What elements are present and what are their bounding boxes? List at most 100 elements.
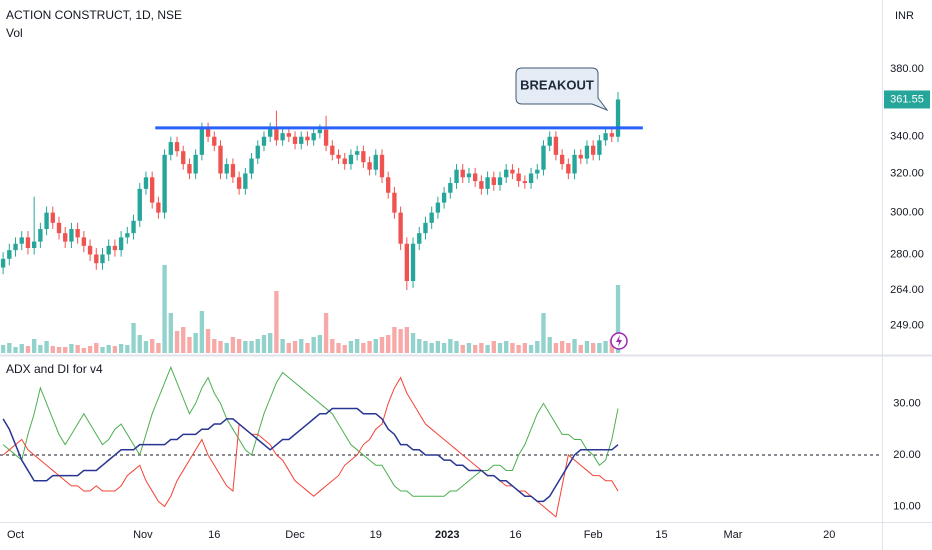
volume-bar <box>230 337 236 353</box>
volume-bar <box>255 339 260 353</box>
dividend-icon[interactable] <box>610 332 628 350</box>
volume-bar <box>187 337 192 353</box>
candle-body <box>44 212 49 230</box>
candle-body <box>547 136 552 146</box>
volume-bar <box>535 341 540 353</box>
currency: INR <box>895 10 914 22</box>
volume-bar <box>423 341 428 353</box>
y-tick-label: 249.00 <box>890 320 924 332</box>
candle-body <box>69 229 74 242</box>
candle-body <box>417 233 422 244</box>
candle-body <box>342 158 347 165</box>
candle-body <box>367 162 372 170</box>
candle-body <box>131 220 136 234</box>
volume-bar <box>553 343 559 353</box>
candle-body <box>118 237 124 251</box>
volume-bar <box>268 333 273 353</box>
volume-bar <box>591 343 596 353</box>
icon-bolt <box>616 335 622 347</box>
candle-body <box>100 254 105 264</box>
candle-body <box>305 136 310 141</box>
volume-bar <box>417 339 422 353</box>
candle-body <box>243 173 248 189</box>
candle-body <box>162 154 167 213</box>
volume-bar <box>472 345 478 353</box>
volume-bar <box>497 343 503 353</box>
candle-body <box>379 154 385 178</box>
volume-bar <box>299 339 304 353</box>
volume-bar <box>25 346 31 353</box>
symbol-title: ACTION CONSTRUCT, 1D, NSE <box>6 8 182 22</box>
x-tick-label: Mar <box>723 529 742 541</box>
candle-body <box>280 133 285 141</box>
candle-body <box>199 127 205 155</box>
candle-body <box>187 164 192 174</box>
candle-body <box>81 237 87 246</box>
volume-bar <box>150 339 155 353</box>
y-tick-label: 30.00 <box>893 397 921 409</box>
candle-body <box>572 154 577 174</box>
last-price-label: 361.55 <box>890 93 924 105</box>
volume-label: Vol <box>6 26 23 40</box>
candle-body <box>181 151 186 165</box>
candle-body <box>491 177 496 185</box>
candle-body <box>454 169 459 184</box>
volume-bar <box>199 311 205 353</box>
candle-body <box>591 145 596 155</box>
volume-bar <box>367 341 372 353</box>
volume-bar <box>236 339 242 353</box>
volume-bar <box>379 337 385 353</box>
candle-body <box>423 222 428 234</box>
volume-bar <box>193 333 198 353</box>
candle-body <box>497 177 503 185</box>
volume-bar <box>547 337 552 353</box>
volume-bar <box>572 339 577 353</box>
volume-bar <box>386 335 391 353</box>
candle-body <box>174 142 180 152</box>
candle-body <box>386 177 391 193</box>
candle-body <box>566 164 571 174</box>
volume-bar <box>603 341 608 353</box>
volume-bar <box>181 327 186 353</box>
candle-body <box>292 136 298 144</box>
candle-body <box>299 136 304 144</box>
y-tick-label: 20.00 <box>893 449 921 461</box>
candle-body <box>398 212 403 244</box>
volume-bar <box>212 339 217 353</box>
candle-body <box>516 173 521 182</box>
volume-bar <box>81 348 87 353</box>
volume-bar <box>584 341 590 353</box>
volume-bar <box>162 265 167 353</box>
candle-body <box>354 151 360 155</box>
volume-bar <box>249 341 254 353</box>
volume-bar <box>261 335 267 353</box>
volume-bar <box>112 346 118 353</box>
y-tick-label: 320.00 <box>890 167 924 179</box>
candle-body <box>218 145 223 174</box>
candle-body <box>553 136 559 155</box>
candle-body <box>112 245 118 251</box>
candle-body <box>504 169 509 178</box>
candle-body <box>472 173 478 182</box>
x-tick-label: Feb <box>584 529 603 541</box>
candle-body <box>466 173 472 178</box>
x-tick-label: 2023 <box>435 529 459 541</box>
volume-bar <box>69 344 74 353</box>
candle-body <box>615 99 621 137</box>
candle-body <box>19 237 24 244</box>
candle-body <box>193 154 198 174</box>
volume-bar <box>528 345 534 353</box>
candle-body <box>94 254 99 264</box>
candle-body <box>230 164 236 178</box>
candle-body <box>317 129 323 134</box>
candle-body <box>268 127 273 137</box>
x-tick-label: Oct <box>7 529 24 541</box>
volume-bar <box>305 343 310 353</box>
candle-body <box>485 177 490 189</box>
candle-body <box>236 177 242 189</box>
volume-bar <box>435 341 441 353</box>
candle-body <box>330 145 335 155</box>
volume-bar <box>56 347 62 353</box>
candle-body <box>106 245 111 255</box>
